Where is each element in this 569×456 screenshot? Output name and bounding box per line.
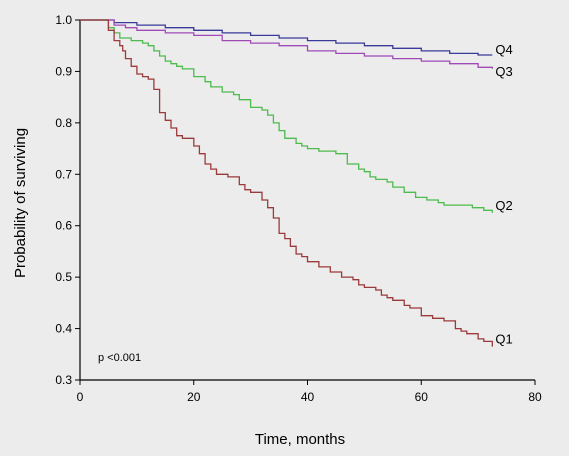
survival-curve-q3 bbox=[80, 19, 493, 69]
y-tick-label: 0.8 bbox=[55, 116, 72, 130]
survival-curve-q1 bbox=[80, 19, 493, 347]
survival-curve-q2 bbox=[80, 19, 493, 213]
series-label-q1: Q1 bbox=[495, 332, 512, 347]
y-tick-label: 0.5 bbox=[55, 270, 72, 284]
series-label-q4: Q4 bbox=[495, 42, 512, 57]
y-tick-label: 0.6 bbox=[55, 219, 72, 233]
y-tick-label: 0.9 bbox=[55, 64, 72, 78]
x-tick-label: 60 bbox=[415, 390, 429, 404]
survival-curves bbox=[80, 19, 493, 347]
x-tick-label: 20 bbox=[187, 390, 201, 404]
y-axis-title: Probability of surviving bbox=[12, 128, 29, 278]
x-tick-label: 0 bbox=[77, 390, 84, 404]
x-ticks: 0 20 40 60 80 bbox=[77, 380, 542, 404]
p-value-annotation: p <0.001 bbox=[98, 352, 141, 364]
series-labels: Q4 Q3 Q2 Q1 bbox=[495, 42, 512, 347]
series-label-q2: Q2 bbox=[495, 198, 512, 213]
y-ticks: 0.3 0.4 0.5 0.6 0.7 0.8 0.9 1.0 bbox=[55, 13, 80, 387]
series-label-q3: Q3 bbox=[495, 64, 512, 79]
x-axis-title: Time, months bbox=[255, 431, 345, 448]
y-tick-label: 1.0 bbox=[55, 13, 72, 27]
y-tick-label: 0.7 bbox=[55, 167, 72, 181]
survival-curve-q4 bbox=[80, 19, 493, 56]
y-tick-label: 0.4 bbox=[55, 322, 72, 336]
x-tick-label: 40 bbox=[301, 390, 315, 404]
y-tick-label: 0.3 bbox=[55, 373, 72, 387]
axes bbox=[79, 20, 535, 381]
x-tick-label: 80 bbox=[528, 390, 542, 404]
